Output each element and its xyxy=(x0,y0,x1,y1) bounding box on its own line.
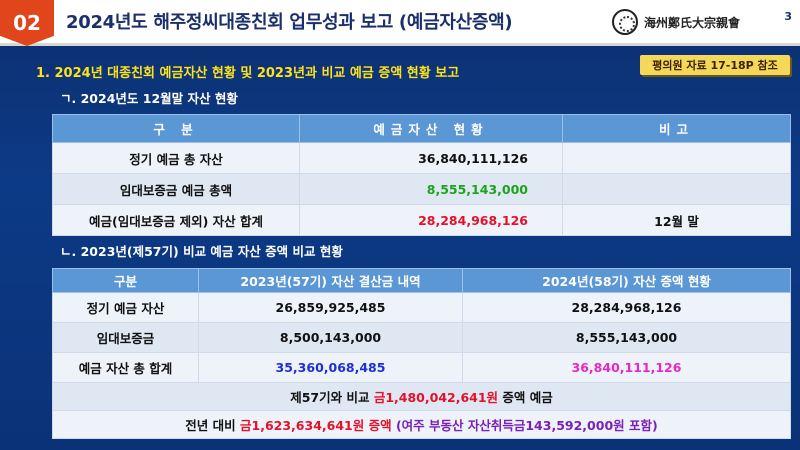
summary-yoy-increase: 전년 대비 금1,623,634,641원 증액 (여주 부동산 자산취득금14… xyxy=(52,410,791,439)
logo: 海州鄭氏大宗親會 xyxy=(612,6,740,38)
column-header: 2023년(57기) 자산 결산금 내역 xyxy=(198,268,463,293)
row-value: 28,284,968,126 xyxy=(299,204,563,236)
clan-emblem-icon xyxy=(612,9,638,35)
summary-detail: (여주 부동산 자산취득금143,592,000원 포함) xyxy=(391,418,658,433)
summary-prefix: 전년 대비 xyxy=(185,418,241,433)
summary-row: 제57기와 비교 금1,480,042,641원 증액 예금 xyxy=(52,382,791,411)
page-title: 2024년도 해주정씨대종친회 업무성과 보고 (예금자산증액) xyxy=(66,12,513,33)
row-label: 예금 자산 총 합계 xyxy=(52,352,199,383)
table2-subtitle: ㄴ. 2023년(제57기) 비교 예금 자산 증액 비교 현황 xyxy=(60,244,343,259)
reference-badge: 평의원 자료 17-18P 참조 xyxy=(640,55,790,75)
summary-row: 전년 대비 금1,623,634,641원 증액 (여주 부동산 자산취득금14… xyxy=(52,410,791,439)
table-row: 예금 자산 총 합계 35,360,068,485 36,840,111,126 xyxy=(52,352,791,383)
table-row: 임대보증금 예금 총액 8,555,143,000 xyxy=(52,173,791,205)
asset-status-table: 구 분 예금자산 현황 비고 정기 예금 총 자산 36,840,111,126… xyxy=(52,114,791,236)
header-bar: 02 2024년도 해주정씨대종친회 업무성과 보고 (예금자산증액) 海州鄭氏… xyxy=(0,0,800,46)
table-header-row: 구분 2023년(57기) 자산 결산금 내역 2024년(58기) 자산 증액… xyxy=(52,268,791,293)
row-label: 정기 예금 총 자산 xyxy=(52,142,300,174)
summary-suffix: 증액 예금 xyxy=(498,390,553,405)
column-header: 예금자산 현황 xyxy=(299,114,563,143)
column-header: 구분 xyxy=(52,268,199,293)
value-2023: 8,500,143,000 xyxy=(198,322,463,353)
row-label: 예금(임대보증금 제외) 자산 합계 xyxy=(52,204,300,236)
asset-comparison-table: 구분 2023년(57기) 자산 결산금 내역 2024년(58기) 자산 증액… xyxy=(52,268,791,439)
table-row: 임대보증금 8,500,143,000 8,555,143,000 xyxy=(52,322,791,353)
row-value: 36,840,111,126 xyxy=(299,142,563,174)
row-note: 12월 말 xyxy=(562,204,791,236)
value-2024: 36,840,111,126 xyxy=(462,352,791,383)
slide-number-badge: 02 xyxy=(0,0,54,46)
row-label: 임대보증금 xyxy=(52,322,199,353)
value-2024: 8,555,143,000 xyxy=(462,322,791,353)
logo-text: 海州鄭氏大宗親會 xyxy=(644,15,741,30)
row-value: 8,555,143,000 xyxy=(299,173,563,205)
table-row: 정기 예금 총 자산 36,840,111,126 xyxy=(52,142,791,174)
summary-prefix: 제57기와 비교 xyxy=(290,390,374,405)
summary-amount: 금1,623,634,641원 증액 xyxy=(240,418,392,433)
summary-increase-vs-57th: 제57기와 비교 금1,480,042,641원 증액 예금 xyxy=(52,382,791,411)
table-row: 정기 예금 자산 26,859,925,485 28,284,968,126 xyxy=(52,292,791,323)
value-2024: 28,284,968,126 xyxy=(462,292,791,323)
row-label: 정기 예금 자산 xyxy=(52,292,199,323)
row-note xyxy=(562,173,791,205)
value-2023: 35,360,068,485 xyxy=(198,352,463,383)
column-header: 비고 xyxy=(562,114,791,143)
column-header: 2024년(58기) 자산 증액 현황 xyxy=(462,268,791,293)
table-row: 예금(임대보증금 제외) 자산 합계 28,284,968,126 12월 말 xyxy=(52,204,791,236)
row-label: 임대보증금 예금 총액 xyxy=(52,173,300,205)
table1-subtitle: ㄱ. 2024년도 12월말 자산 현황 xyxy=(60,91,238,106)
column-header: 구 분 xyxy=(52,114,300,143)
table-header-row: 구 분 예금자산 현황 비고 xyxy=(52,114,791,143)
value-2023: 26,859,925,485 xyxy=(198,292,463,323)
section-heading: 1. 2024년 대종친회 예금자산 현황 및 2023년과 비교 예금 증액 … xyxy=(36,66,460,81)
row-note xyxy=(562,142,791,174)
summary-amount: 금1,480,042,641원 xyxy=(373,390,499,405)
page-number: 3 xyxy=(784,10,792,23)
